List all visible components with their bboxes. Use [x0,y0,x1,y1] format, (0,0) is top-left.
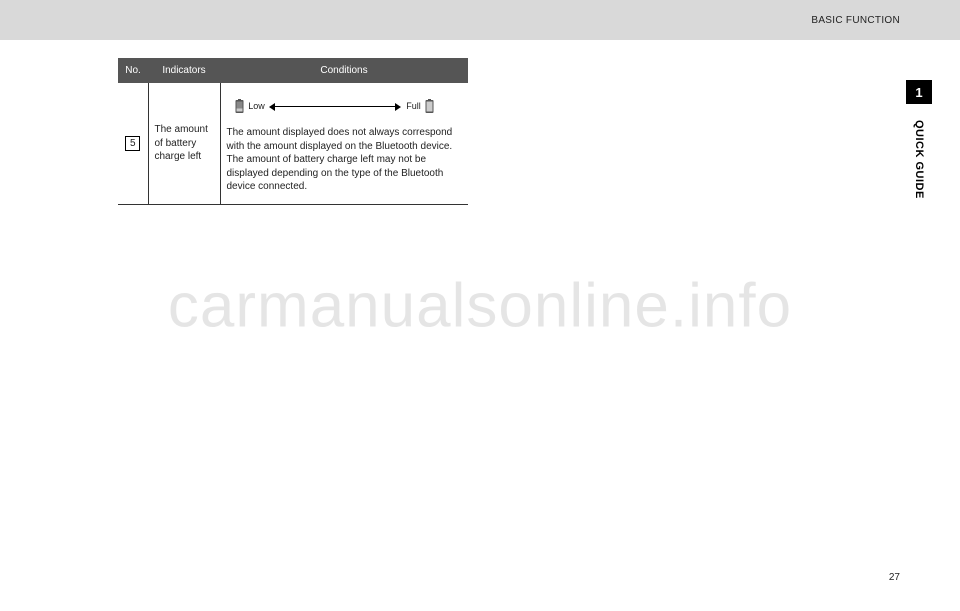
side-tab: 1 QUICK GUIDE [906,80,932,199]
section-title: BASIC FUNCTION [811,15,900,26]
level-full-label: Full [406,100,421,112]
arrow-bar [275,106,395,108]
cell-indicator: The amount of battery charge left [148,83,220,204]
table-header-row: No. Indicators Conditions [118,58,468,83]
cell-no: 5 [118,83,148,204]
row-number-box: 5 [125,136,140,151]
th-indicators: Indicators [148,58,220,83]
page: BASIC FUNCTION No. Indicators Conditions… [0,0,960,611]
level-arrow [269,103,401,111]
arrow-right-icon [395,103,401,111]
page-number: 27 [889,572,900,583]
tab-title: QUICK GUIDE [913,120,925,199]
indicators-table: No. Indicators Conditions 5 The amount o… [118,58,468,205]
watermark-text: carmanualsonline.info [0,270,960,341]
level-indicator-row: Low Full [235,99,435,114]
phone-full-icon [425,99,434,114]
phone-low-icon [235,99,244,114]
header-bar: BASIC FUNCTION [0,0,960,40]
table-row: 5 The amount of battery charge left Low [118,83,468,204]
th-no: No. [118,58,148,83]
cell-conditions: Low Full [220,83,468,204]
conditions-text: The amount displayed does not always cor… [227,126,463,194]
th-conditions: Conditions [220,58,468,83]
level-low-label: Low [248,100,265,112]
tab-number: 1 [906,80,932,104]
content-area: No. Indicators Conditions 5 The amount o… [0,40,960,205]
